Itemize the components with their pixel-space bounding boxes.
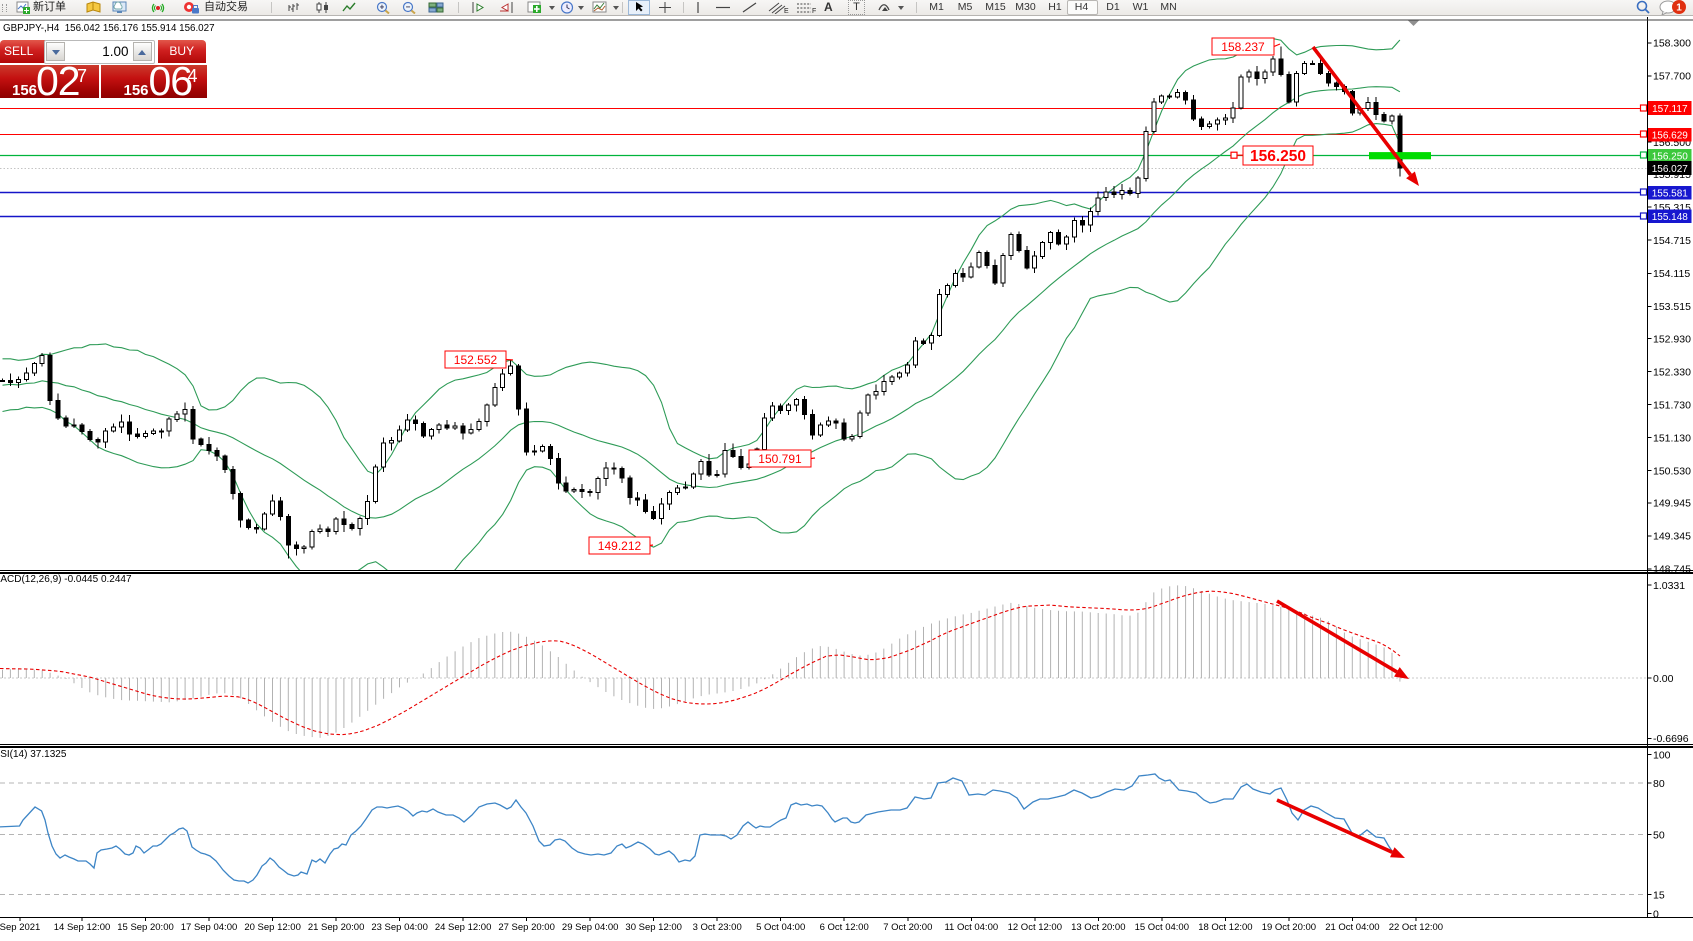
svg-text:14 Sep 12:00: 14 Sep 12:00 [54, 922, 111, 933]
svg-text:0.00: 0.00 [1653, 673, 1674, 685]
svg-text:149.212: 149.212 [598, 539, 642, 553]
svg-text:12 Oct 12:00: 12 Oct 12:00 [1008, 922, 1062, 933]
svg-text:158.300: 158.300 [1653, 38, 1691, 50]
svg-text:150.530: 150.530 [1653, 465, 1691, 477]
svg-text:156.027: 156.027 [1652, 164, 1689, 175]
svg-text:7 Oct 20:00: 7 Oct 20:00 [883, 922, 932, 933]
svg-text:155.148: 155.148 [1652, 212, 1689, 223]
svg-text:149.945: 149.945 [1653, 498, 1691, 510]
svg-text:22 Oct 12:00: 22 Oct 12:00 [1389, 922, 1443, 933]
svg-text:156.250: 156.250 [1250, 148, 1306, 165]
svg-text:150.791: 150.791 [758, 452, 802, 466]
svg-text:1: 1 [1676, 3, 1682, 14]
svg-text:17 Sep 04:00: 17 Sep 04:00 [181, 922, 238, 933]
svg-text:20 Sep 12:00: 20 Sep 12:00 [244, 922, 301, 933]
svg-text:15 Oct 04:00: 15 Oct 04:00 [1135, 922, 1189, 933]
svg-text:1.0331: 1.0331 [1653, 580, 1685, 592]
svg-text:3 Oct 23:00: 3 Oct 23:00 [693, 922, 742, 933]
svg-text:153.515: 153.515 [1653, 301, 1691, 313]
svg-text:154.715: 154.715 [1653, 235, 1691, 247]
svg-text:50: 50 [1653, 830, 1665, 842]
svg-text:6 Oct 12:00: 6 Oct 12:00 [820, 922, 869, 933]
svg-text:23 Sep 04:00: 23 Sep 04:00 [371, 922, 428, 933]
svg-text:Sep 2021: Sep 2021 [0, 922, 40, 933]
svg-text:157.117: 157.117 [1652, 104, 1688, 115]
svg-text:11 Oct 04:00: 11 Oct 04:00 [944, 922, 998, 933]
svg-text:151.130: 151.130 [1653, 432, 1691, 444]
svg-text:-0.6696: -0.6696 [1653, 733, 1689, 745]
svg-text:151.730: 151.730 [1653, 399, 1691, 411]
svg-text:21 Oct 04:00: 21 Oct 04:00 [1325, 922, 1379, 933]
svg-text:MACD(12,26,9) -0.0445 0.2447: MACD(12,26,9) -0.0445 0.2447 [0, 574, 132, 585]
svg-text:18 Oct 12:00: 18 Oct 12:00 [1198, 922, 1252, 933]
svg-text:0: 0 [1653, 909, 1659, 921]
svg-text:152.930: 152.930 [1653, 333, 1691, 345]
svg-text:158.237: 158.237 [1221, 40, 1265, 54]
svg-text:156.250: 156.250 [1652, 152, 1689, 163]
svg-text:29 Sep 04:00: 29 Sep 04:00 [562, 922, 619, 933]
svg-text:152.330: 152.330 [1653, 366, 1691, 378]
svg-text:155.581: 155.581 [1652, 188, 1689, 199]
svg-text:5 Oct 04:00: 5 Oct 04:00 [756, 922, 805, 933]
svg-text:15: 15 [1653, 890, 1665, 902]
svg-text:156.629: 156.629 [1652, 131, 1689, 142]
svg-text:80: 80 [1653, 778, 1665, 790]
svg-text:+: + [380, 3, 385, 12]
svg-text:27 Sep 20:00: 27 Sep 20:00 [498, 922, 555, 933]
svg-text:148.745: 148.745 [1653, 564, 1691, 576]
svg-text:30 Sep 12:00: 30 Sep 12:00 [625, 922, 682, 933]
svg-text:24 Sep 12:00: 24 Sep 12:00 [435, 922, 492, 933]
svg-text:19 Oct 20:00: 19 Oct 20:00 [1262, 922, 1316, 933]
svg-text:154.115: 154.115 [1653, 268, 1690, 280]
svg-text:149.345: 149.345 [1653, 531, 1691, 543]
svg-text:21 Sep 20:00: 21 Sep 20:00 [308, 922, 365, 933]
svg-text:15 Sep 20:00: 15 Sep 20:00 [117, 922, 174, 933]
svg-text:E: E [784, 8, 789, 14]
svg-text:RSI(14) 37.1325: RSI(14) 37.1325 [0, 749, 67, 760]
svg-text:F: F [812, 8, 816, 14]
svg-text:GBPJPY-,H4 156.042 156.176 15: GBPJPY-,H4 156.042 156.176 155.914 156.0… [3, 23, 215, 34]
svg-text:152.552: 152.552 [454, 353, 498, 367]
svg-text:13 Oct 20:00: 13 Oct 20:00 [1071, 922, 1125, 933]
svg-text:−: − [406, 3, 411, 12]
svg-text:100: 100 [1653, 750, 1671, 762]
svg-text:157.700: 157.700 [1653, 71, 1691, 83]
